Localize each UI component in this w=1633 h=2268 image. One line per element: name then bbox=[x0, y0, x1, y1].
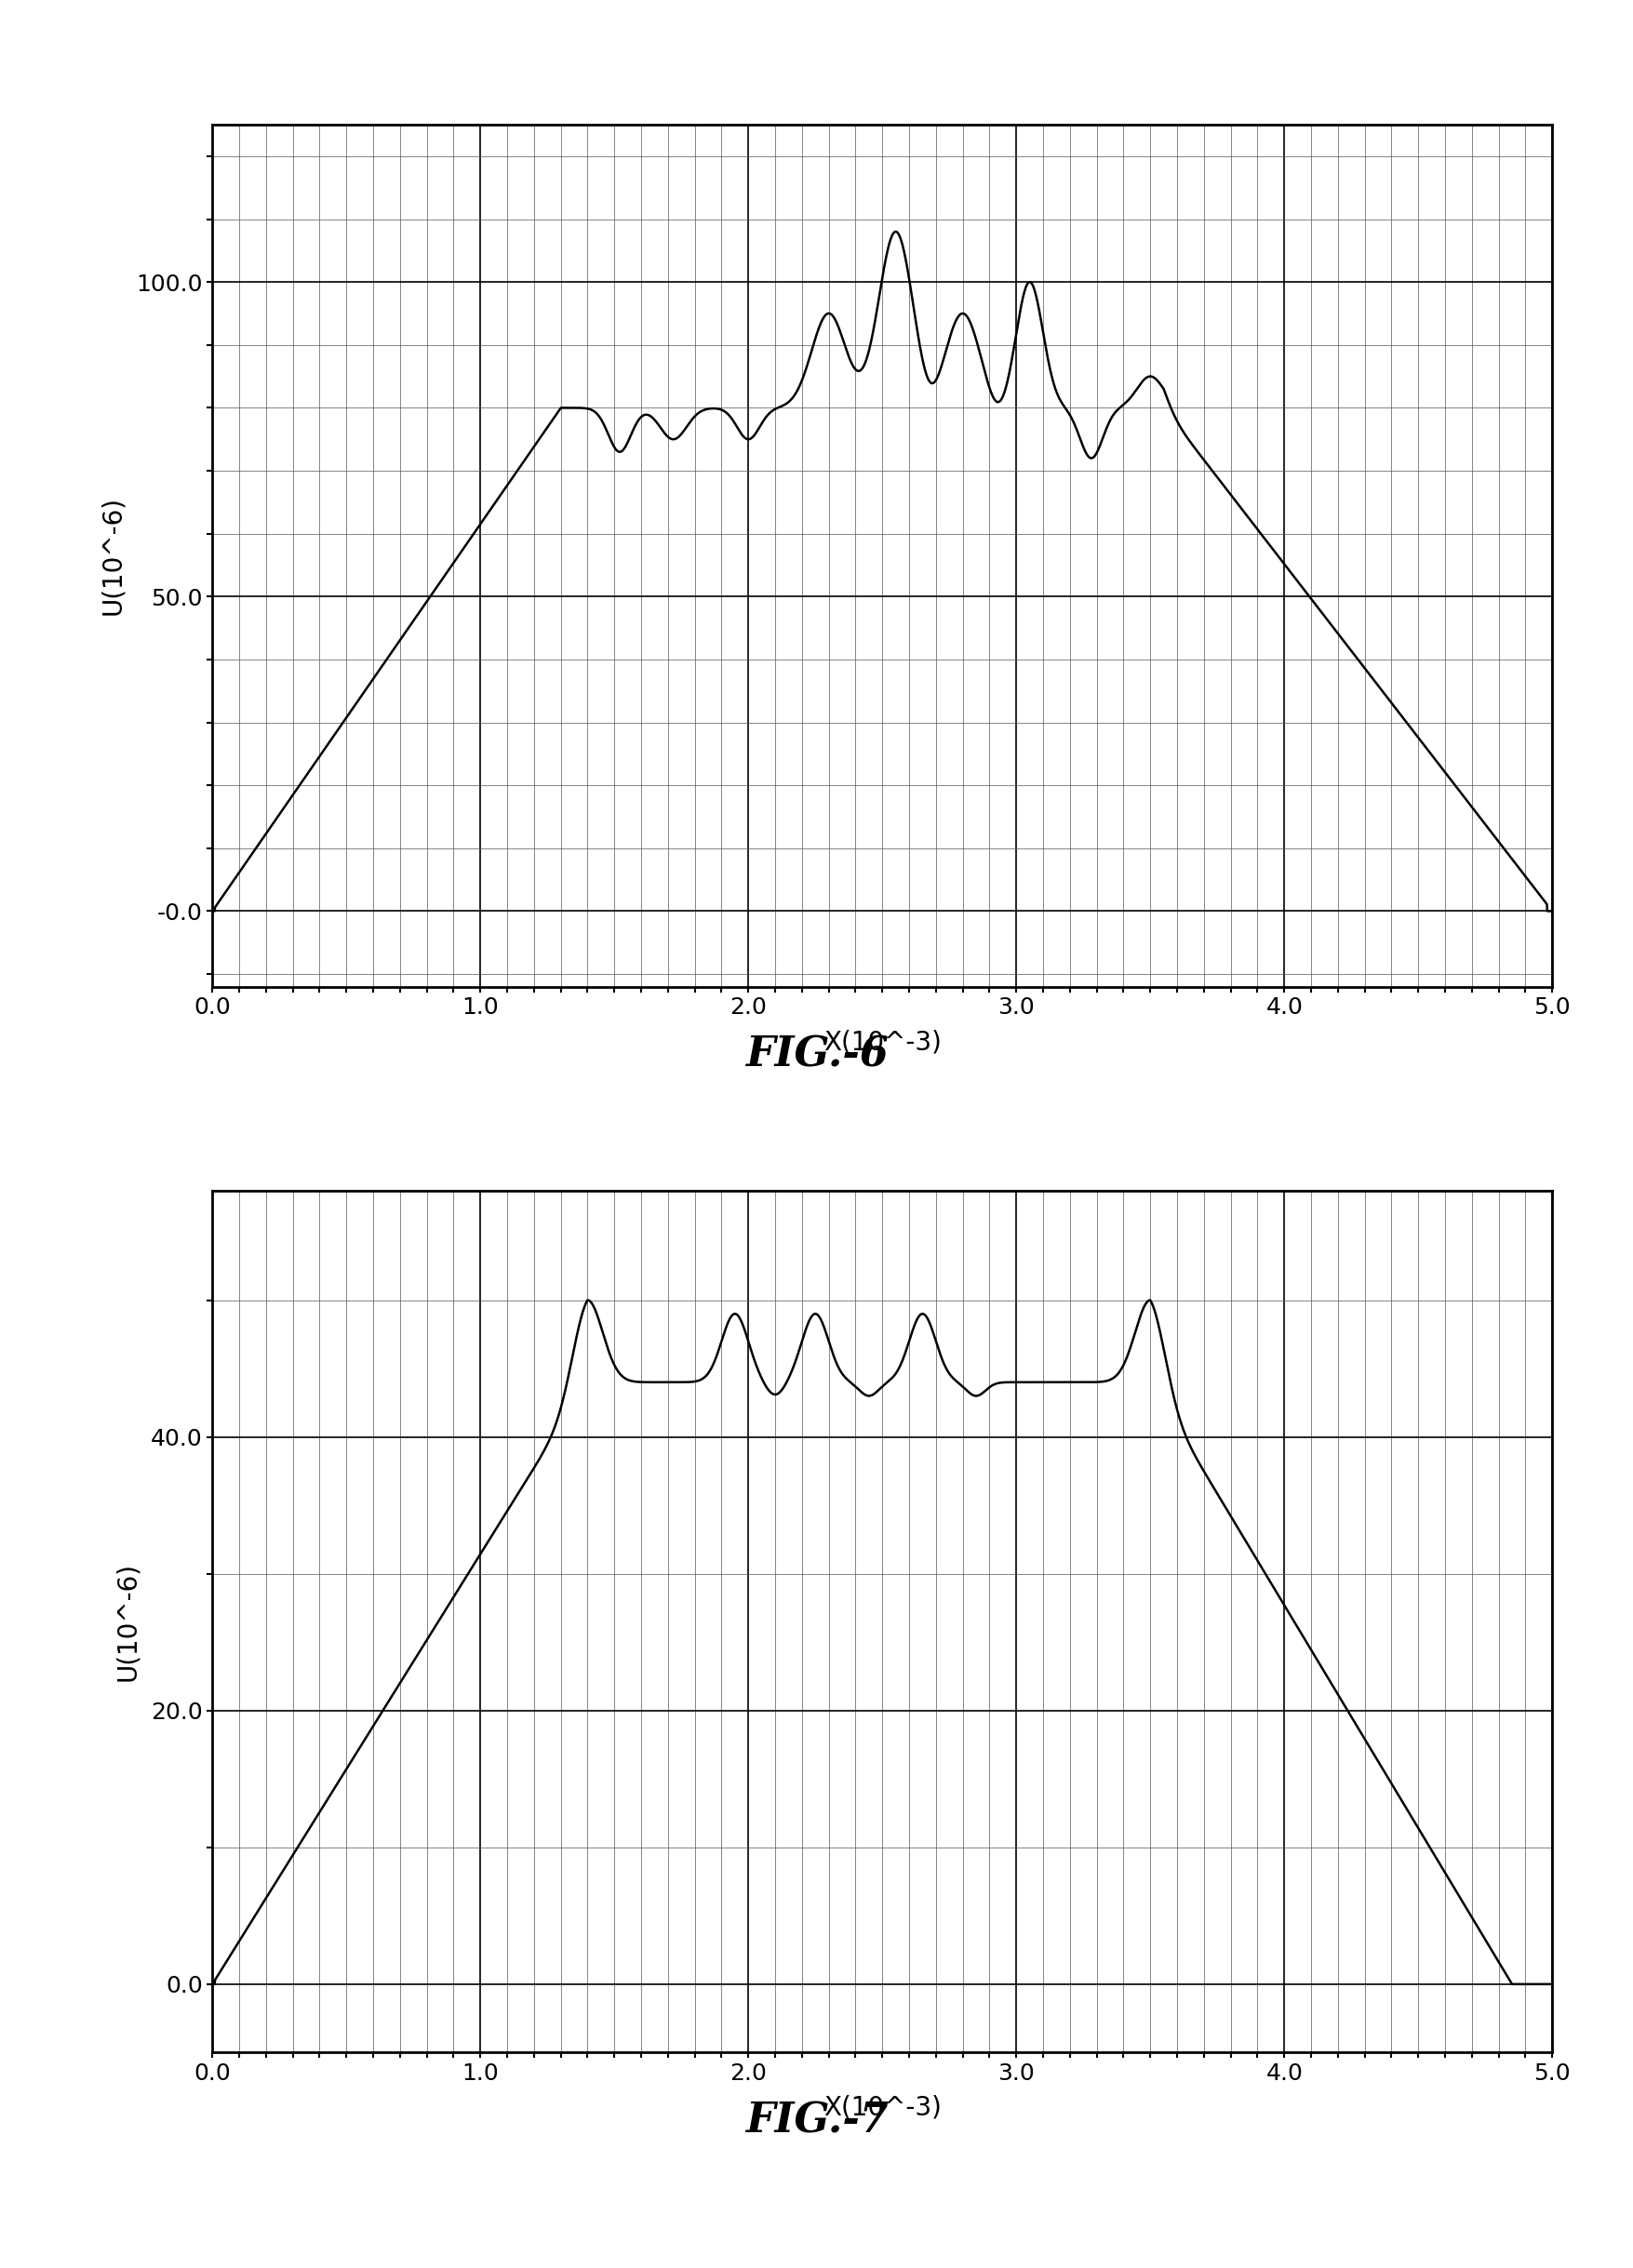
Text: FIG.-6: FIG.-6 bbox=[745, 1034, 888, 1075]
Y-axis label: U(10^-6): U(10^-6) bbox=[114, 1563, 140, 1681]
Y-axis label: U(10^-6): U(10^-6) bbox=[100, 497, 126, 615]
X-axis label: X(10^-3): X(10^-3) bbox=[823, 1030, 941, 1055]
X-axis label: X(10^-3): X(10^-3) bbox=[823, 2096, 941, 2121]
Text: FIG.-7: FIG.-7 bbox=[745, 2100, 888, 2141]
